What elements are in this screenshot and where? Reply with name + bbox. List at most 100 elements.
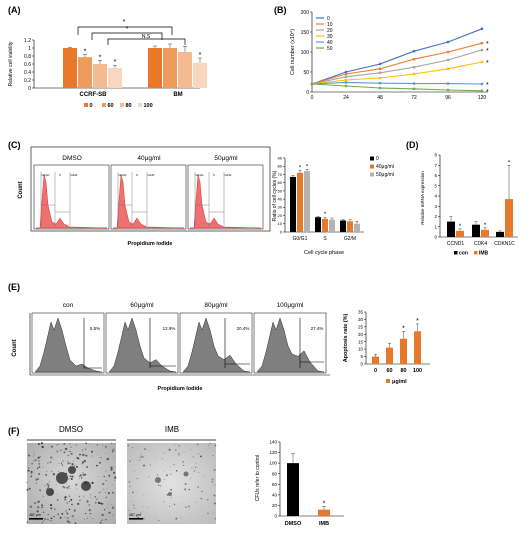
micrograph-dmso-cell: [55, 483, 57, 485]
micrograph-dmso-cell: [30, 475, 33, 478]
micrograph-dmso-cell: [64, 517, 66, 519]
micrograph-dmso-cell: [111, 503, 112, 505]
micrograph-imb-cells: [127, 442, 217, 522]
panel-b-y-tick-label: 0: [306, 90, 309, 96]
micrograph-imb-cell: [203, 507, 204, 509]
micrograph-imb-cell: [175, 449, 177, 451]
micrograph-dmso-cell: [62, 460, 64, 462]
panel-b-series-line: [311, 61, 483, 85]
micrograph-dmso-cell: [57, 470, 59, 472]
micrograph-imb-cell: [161, 458, 163, 460]
micrograph-dmso-cell: [69, 462, 71, 464]
micrograph-dmso-cell: [26, 521, 29, 524]
micrograph-imb-cell: [208, 444, 210, 446]
micrograph-dmso-cell: [67, 461, 69, 463]
micrograph-imb-cell: [159, 485, 162, 487]
panel-e-flow-title: 60μg/ml: [130, 302, 154, 309]
panel-a-y-tick-label: 0: [28, 86, 31, 92]
panel-e-flow-title: 100μg/ml: [277, 302, 304, 309]
micrograph-dmso-cell: [38, 500, 40, 503]
micrograph-imb-cell: [170, 473, 172, 476]
panel-c-bar: [304, 171, 310, 232]
micrograph-imb-cell: [178, 445, 180, 447]
panel-d-bar: [447, 221, 455, 237]
micrograph-dmso-cell: [54, 508, 56, 510]
micrograph-dmso-cell: [32, 471, 34, 473]
micrograph-imb-cell: [194, 466, 197, 469]
panel-e-bars: **: [372, 318, 421, 364]
micrograph-imb-cell: [196, 443, 199, 446]
panel-c-y-tick-label: 20: [278, 213, 283, 218]
micrograph-imb-colony: [183, 471, 189, 477]
panel-c-sig-star: *: [306, 165, 309, 171]
micrograph-imb-cell: [180, 496, 182, 497]
micrograph-dmso-cell: [37, 506, 40, 509]
micrograph-imb-cell: [173, 503, 176, 506]
panel-a-sig-star: *: [199, 52, 202, 59]
panel-c-xaxis-label: Cell cycle phase: [304, 250, 344, 256]
panel-c-category-label: G0/G1: [293, 236, 308, 242]
micrograph-dmso-cell: [69, 443, 71, 445]
panel-a-y-tick-label: 0.2: [24, 78, 31, 84]
micrograph-dmso-cell: [71, 463, 74, 466]
panel-d-sig-star: *: [508, 160, 511, 166]
panel-e-histograms: con 5.5% 60μg/ml 12.9% 80μg/ml 20.4% 100μg/ml 2…: [31, 302, 327, 374]
panel-e-y-tick-label: 10: [358, 347, 364, 352]
panel-c-flow-histogram: [113, 174, 185, 229]
micrograph-dmso-cell: [85, 465, 89, 468]
panel-b-sig-star: *: [486, 89, 489, 96]
panel-e-category-label: 80: [400, 368, 406, 374]
panel-b-point: [378, 62, 382, 66]
micrograph-dmso-cell: [32, 460, 34, 462]
panel-d-y-tick-label: 7: [434, 163, 437, 168]
micrograph-dmso-cell: [43, 467, 44, 468]
micrograph-dmso-cell: [31, 463, 33, 465]
micrograph-dmso-cell: [50, 517, 53, 520]
panel-c-y-tick-label: 90: [278, 155, 283, 160]
micrograph-imb-cell: [140, 512, 142, 514]
micrograph-dmso-cell: [81, 449, 84, 451]
micrograph-dmso-cell: [83, 495, 85, 497]
micrograph-dmso-cell: [45, 473, 48, 476]
panel-c-y-label: Ratio of cell cycles (%): [272, 170, 278, 221]
micrograph-imb-cell: [209, 447, 210, 449]
panel-e-category-label: 60: [386, 368, 392, 374]
panel-e-y-label: Apoptosis rate (%): [343, 314, 349, 363]
micrograph-dmso-cell: [83, 459, 87, 463]
micrograph-dmso-cell: [52, 452, 54, 454]
panel-b-legend-label: 30: [327, 34, 333, 40]
panel-d-y-tick-label: 8: [434, 153, 437, 158]
panel-a-bar: [148, 48, 162, 88]
panel-c-count-label: Count: [18, 181, 24, 198]
micrograph-imb-cell: [209, 442, 211, 444]
micrograph-dmso-cell: [50, 456, 53, 459]
micrograph-dmso-cell: [89, 443, 91, 445]
panel-c-legend-label: 40μg/ml: [376, 164, 394, 170]
micrograph-imb-cell: [206, 498, 209, 501]
micrograph-dmso-cell: [104, 453, 106, 454]
micrograph-dmso-cell: [34, 502, 37, 505]
micrograph-dmso-cell: [46, 470, 48, 472]
micrograph-dmso-cell: [53, 515, 56, 518]
panel-a-bracket-mid: [91, 32, 163, 40]
panel-d-sig-star: *: [459, 224, 462, 230]
micrograph-dmso-cell: [77, 502, 80, 506]
panel-b-point: [412, 58, 416, 61]
panel-c-gate-label: G2/M: [225, 173, 233, 177]
micrograph-dmso-cell: [96, 453, 98, 455]
micrograph-dmso-cell: [50, 520, 52, 522]
micrograph-imb-cell: [147, 506, 149, 508]
micrograph-dmso-cell: [112, 484, 113, 486]
scale-bar-dmso-label: 487 μm: [29, 513, 41, 517]
panel-a-bar: [63, 48, 77, 88]
panel-f-label: (F): [8, 426, 20, 436]
micrograph-dmso-cell: [81, 477, 83, 479]
panel-c-gate-label: G2/M: [71, 173, 79, 177]
micrograph-dmso-cell: [67, 517, 69, 520]
micrograph-imb-colony: [155, 477, 161, 483]
micrograph-imb-cell: [182, 460, 185, 463]
panel-e-legend-swatch: [386, 379, 390, 383]
micrograph-imb-cell: [149, 450, 150, 452]
micrograph-dmso-cell: [67, 462, 70, 465]
